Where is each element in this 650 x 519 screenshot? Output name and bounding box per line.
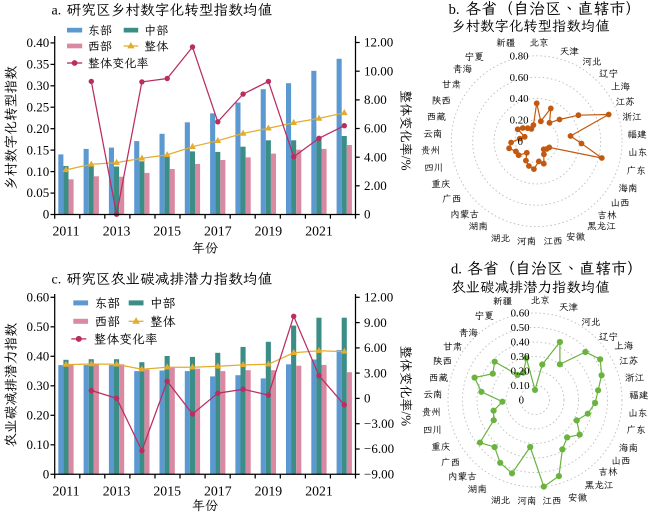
svg-text:0: 0 bbox=[518, 136, 523, 148]
svg-text:3.00: 3.00 bbox=[364, 365, 387, 380]
svg-text:d.: d. bbox=[451, 262, 462, 278]
svg-text:0.30: 0.30 bbox=[26, 378, 49, 393]
svg-text:0.40: 0.40 bbox=[26, 349, 49, 364]
svg-text:−9.00: −9.00 bbox=[364, 467, 394, 482]
svg-text:0: 0 bbox=[364, 207, 371, 222]
svg-text:0.50: 0.50 bbox=[26, 319, 49, 334]
svg-text:0.60: 0.60 bbox=[26, 290, 49, 305]
svg-text:0.40: 0.40 bbox=[510, 93, 529, 105]
svg-text:0.15: 0.15 bbox=[26, 142, 49, 157]
svg-text:0: 0 bbox=[364, 391, 371, 406]
svg-text:−6.00: −6.00 bbox=[364, 441, 394, 456]
svg-text:0.20: 0.20 bbox=[511, 366, 530, 378]
svg-text:a.: a. bbox=[52, 4, 62, 19]
svg-text:0.30: 0.30 bbox=[511, 351, 530, 363]
svg-text:2017: 2017 bbox=[204, 483, 232, 498]
svg-text:2019: 2019 bbox=[255, 224, 283, 239]
svg-text:2017: 2017 bbox=[204, 224, 232, 239]
svg-text:0.35: 0.35 bbox=[26, 57, 49, 72]
svg-text:0: 0 bbox=[43, 207, 50, 222]
svg-text:0.50: 0.50 bbox=[511, 322, 530, 334]
svg-text:2011: 2011 bbox=[52, 483, 79, 498]
svg-text:0.60: 0.60 bbox=[510, 72, 529, 84]
svg-text:4.00: 4.00 bbox=[364, 149, 387, 164]
svg-text:2019: 2019 bbox=[255, 483, 283, 498]
svg-text:2011: 2011 bbox=[52, 224, 79, 239]
svg-text:6.00: 6.00 bbox=[364, 340, 387, 355]
svg-text:0.20: 0.20 bbox=[26, 121, 49, 136]
svg-text:/%: /% bbox=[398, 156, 413, 171]
svg-text:0.05: 0.05 bbox=[26, 185, 49, 200]
svg-text:12.00: 12.00 bbox=[364, 290, 393, 305]
svg-text:b.: b. bbox=[449, 2, 460, 18]
svg-text:2.00: 2.00 bbox=[364, 178, 387, 193]
svg-text:10.00: 10.00 bbox=[364, 63, 393, 78]
svg-text:0.25: 0.25 bbox=[26, 100, 49, 115]
svg-text:0.10: 0.10 bbox=[511, 380, 530, 392]
svg-text:6.00: 6.00 bbox=[364, 121, 387, 136]
svg-text:2021: 2021 bbox=[305, 483, 333, 498]
svg-text:0.60: 0.60 bbox=[511, 308, 530, 320]
svg-text:0: 0 bbox=[43, 467, 50, 482]
svg-text:2013: 2013 bbox=[103, 224, 131, 239]
svg-text:−3.00: −3.00 bbox=[364, 416, 394, 431]
svg-text:2021: 2021 bbox=[305, 224, 333, 239]
svg-text:0.30: 0.30 bbox=[26, 78, 49, 93]
svg-text:0.10: 0.10 bbox=[26, 437, 49, 452]
svg-text:0.80: 0.80 bbox=[510, 50, 529, 62]
svg-text:0.20: 0.20 bbox=[510, 115, 529, 127]
svg-text:2013: 2013 bbox=[103, 483, 131, 498]
svg-text:/%: /% bbox=[398, 412, 413, 427]
svg-text:8.00: 8.00 bbox=[364, 92, 387, 107]
svg-text:0.20: 0.20 bbox=[26, 408, 49, 423]
svg-text:c.: c. bbox=[52, 273, 62, 288]
svg-text:9.00: 9.00 bbox=[364, 315, 387, 330]
svg-text:0: 0 bbox=[519, 395, 524, 407]
svg-text:0.10: 0.10 bbox=[26, 164, 49, 179]
svg-text:2015: 2015 bbox=[153, 483, 181, 498]
svg-text:0.40: 0.40 bbox=[26, 35, 49, 50]
svg-text:0.40: 0.40 bbox=[511, 337, 530, 349]
svg-text:12.00: 12.00 bbox=[364, 35, 393, 50]
svg-text:2015: 2015 bbox=[153, 224, 181, 239]
